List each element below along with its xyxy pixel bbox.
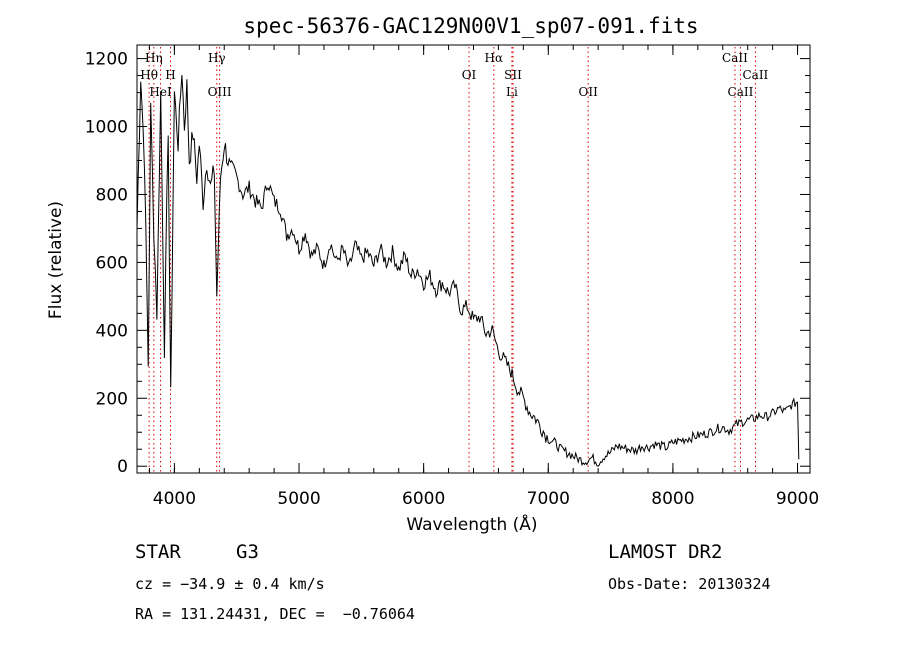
y-axis-label: Flux (relative) — [46, 201, 66, 319]
spectral-line-label: Li — [506, 85, 518, 99]
object-class: STAR — [135, 541, 181, 563]
x-axis-label: Wavelength (Å) — [406, 513, 537, 535]
spectral-line-markers — [148, 47, 756, 472]
spectral-line-label: OI — [462, 68, 477, 82]
spectral-line-label: Hθ — [140, 68, 158, 82]
spectral-line-label: Hα — [485, 51, 504, 65]
y-tick-label: 600 — [96, 253, 128, 273]
survey-name: LAMOST DR2 — [608, 541, 723, 563]
sky-coordinates: RA = 131.24431, DEC = −0.76064 — [135, 605, 415, 623]
spectral-line-label: Hη — [145, 51, 163, 65]
y-tick-label: 0 — [117, 457, 128, 477]
spectral-line-label: OIII — [208, 85, 232, 99]
x-tick-label: 7000 — [527, 489, 570, 509]
x-tick-label: 4000 — [153, 489, 196, 509]
x-tick-label: 5000 — [277, 489, 320, 509]
x-tick-label: 8000 — [651, 489, 694, 509]
x-tick-label: 6000 — [402, 489, 445, 509]
observation-date: Obs-Date: 20130324 — [608, 575, 771, 593]
spectral-line-label: Hγ — [208, 51, 226, 65]
y-tick-label: 200 — [96, 389, 128, 409]
redshift-velocity: cz = −34.9 ± 0.4 km/s — [135, 575, 325, 593]
spectral-line-label: OII — [578, 85, 598, 99]
spectrum-line — [136, 75, 800, 467]
plot-frame — [136, 44, 811, 474]
spectral-line-label: SII — [504, 68, 522, 82]
y-tick-label: 1200 — [85, 50, 128, 70]
x-tick-label: 9000 — [776, 489, 819, 509]
spectral-line-label: CaII — [728, 85, 754, 99]
y-tick-label: 1000 — [85, 118, 128, 138]
spectral-line-label: H — [165, 68, 175, 82]
spectral-line-label: CaII — [742, 68, 768, 82]
y-tick-label: 800 — [96, 185, 128, 205]
spectral-subclass: G3 — [236, 541, 259, 563]
y-tick-label: 400 — [96, 321, 128, 341]
chart-title: spec-56376-GAC129N00V1_sp07-091.fits — [243, 14, 698, 38]
spectral-line-label: CaII — [722, 51, 748, 65]
spectrum-series — [136, 75, 800, 467]
y-axis: 0 200 400 600 800 1000 1200 — [85, 50, 810, 477]
x-axis: 4000 5000 6000 7000 8000 9000 — [148, 45, 819, 509]
